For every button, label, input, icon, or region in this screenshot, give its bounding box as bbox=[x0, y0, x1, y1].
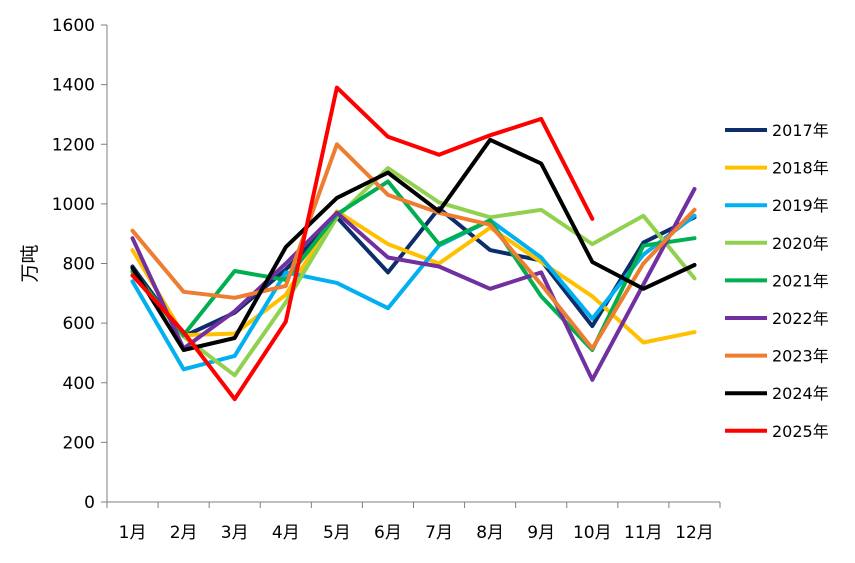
series-line-2024年 bbox=[130, 137, 697, 352]
legend-label: 2022年 bbox=[772, 309, 829, 328]
x-tick-label: 12月 bbox=[675, 523, 714, 543]
series-line-2019年 bbox=[130, 213, 697, 372]
y-tick-label: 400 bbox=[63, 374, 95, 394]
legend-label: 2023年 bbox=[772, 347, 829, 366]
legend-label: 2025年 bbox=[772, 422, 829, 441]
x-tick-label: 11月 bbox=[624, 523, 663, 543]
x-tick-label: 2月 bbox=[170, 523, 198, 543]
series-lines bbox=[130, 85, 697, 402]
series-line-2022年 bbox=[130, 187, 697, 382]
y-tick-label: 1200 bbox=[52, 135, 95, 155]
y-tick-label: 1000 bbox=[52, 195, 95, 215]
y-tick-label: 800 bbox=[63, 255, 95, 275]
y-tick-label: 200 bbox=[63, 433, 95, 453]
x-tick-label: 5月 bbox=[323, 523, 351, 543]
legend-label: 2020年 bbox=[772, 234, 829, 253]
legend-label: 2024年 bbox=[772, 384, 829, 403]
axes: 0 200 400 600 800 1000 1200 1400 1600 1月 2月 3月 4月 5月 6… bbox=[52, 16, 721, 543]
y-tick-label: 1400 bbox=[52, 76, 95, 96]
series-line-2018年 bbox=[130, 209, 697, 345]
series-line-2025年 bbox=[130, 85, 595, 402]
legend-label: 2019年 bbox=[772, 196, 829, 215]
legend-label: 2018年 bbox=[772, 159, 829, 178]
x-tick-label: 9月 bbox=[527, 523, 555, 543]
y-tick-label: 1600 bbox=[52, 16, 95, 36]
x-tick-label: 10月 bbox=[573, 523, 612, 543]
y-axis-title: 万吨 bbox=[19, 244, 41, 282]
x-tick-label: 1月 bbox=[119, 523, 147, 543]
x-tick-label: 3月 bbox=[221, 523, 249, 543]
x-tick-label: 6月 bbox=[374, 523, 402, 543]
x-tick-label: 4月 bbox=[272, 523, 300, 543]
x-tick-label: 8月 bbox=[476, 523, 504, 543]
y-tick-label: 600 bbox=[63, 314, 95, 334]
legend: 2017年 2018年 2019年 2020年 2021年 2022年 2023年 2024年… bbox=[725, 121, 829, 441]
legend-label: 2021年 bbox=[772, 271, 829, 290]
y-tick-label: 0 bbox=[84, 493, 95, 513]
series-line-2020年 bbox=[130, 166, 697, 378]
legend-label: 2017年 bbox=[772, 121, 829, 140]
series-line-2023年 bbox=[130, 142, 697, 351]
x-tick-label: 7月 bbox=[425, 523, 453, 543]
